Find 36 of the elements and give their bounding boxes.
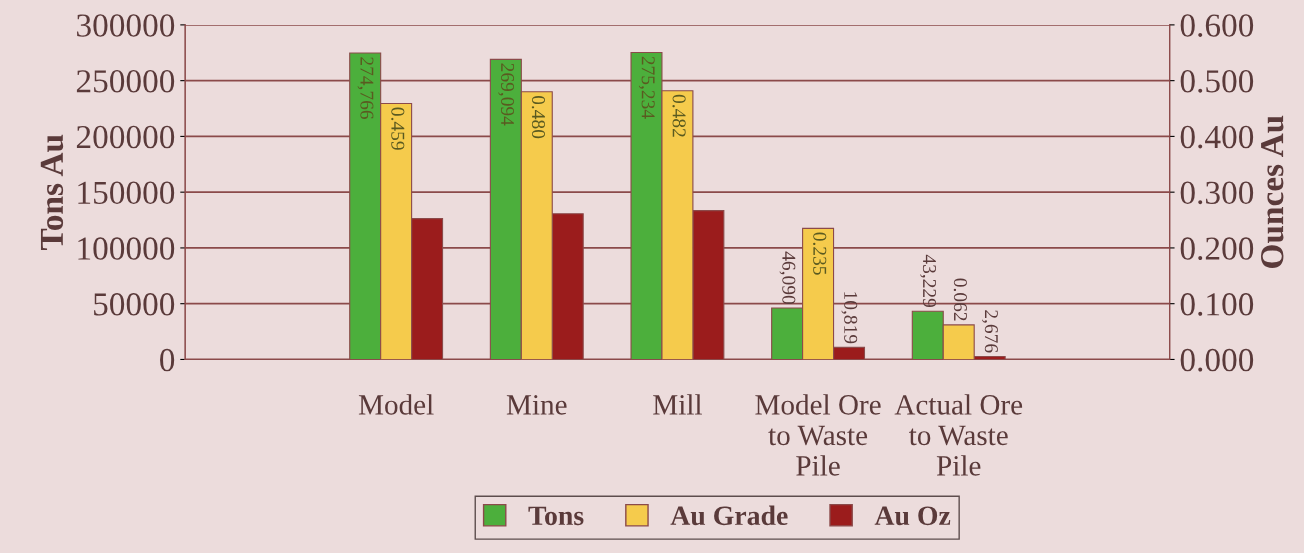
x-tick-label: Mill: [653, 394, 702, 415]
data-label: 2,676: [982, 310, 998, 353]
legend-label: Au Oz: [874, 506, 951, 526]
y-tick-label: 200000: [76, 125, 175, 149]
legend-label: Au Grade: [670, 505, 788, 526]
data-label: 43,229: [920, 254, 936, 308]
y2-tick-label: 0.500: [1180, 70, 1254, 93]
data-label: 0.459: [391, 107, 405, 150]
y2-tick-label: 0.000: [1180, 348, 1254, 372]
data-label: 0.480: [531, 95, 546, 139]
y2-tick-label: 0.600: [1180, 14, 1254, 37]
x-tick-label: Mine: [506, 395, 567, 415]
x-tick-label: Model Ore to Waste Pile: [755, 394, 881, 476]
legend-label: Tons: [528, 506, 584, 526]
y2-tick-label: 0.300: [1180, 181, 1254, 205]
data-label: 274,766: [357, 57, 374, 119]
y-tick-label: 150000: [78, 181, 175, 205]
y-tick-label: 100000: [78, 237, 175, 260]
y-tick-label: 300000: [77, 14, 175, 37]
x-tick-label: Model: [358, 394, 434, 415]
data-label: 46,090: [779, 251, 796, 304]
x-tick-label: Actual Ore to Waste Pile: [894, 394, 1023, 476]
data-label: 275,234: [638, 56, 655, 119]
data-label: 269,094: [498, 63, 515, 126]
y-tick-label: 50000: [94, 293, 175, 316]
data-label: 0.482: [672, 94, 686, 137]
y2-tick-label: 0.100: [1180, 293, 1254, 316]
y-tick-label: 250000: [76, 70, 175, 93]
data-label: 0.062: [953, 278, 967, 321]
data-label: 10,819: [841, 292, 858, 344]
y2-tick-label: 0.200: [1180, 237, 1254, 260]
y2-tick-label: 0.400: [1180, 125, 1254, 149]
y2-axis-title: Ounces Au: [1261, 115, 1284, 268]
data-label: 0.235: [813, 232, 827, 275]
y-tick-label: 0: [160, 348, 175, 372]
y-axis-title: Tons Au: [40, 134, 64, 250]
